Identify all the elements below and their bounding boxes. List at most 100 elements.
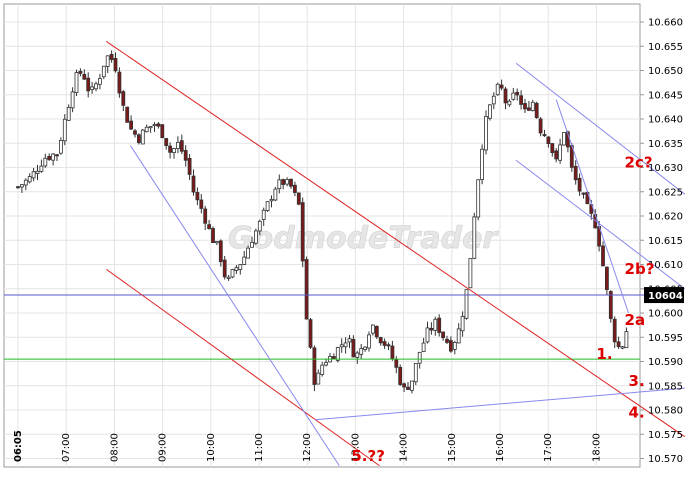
candle-body (487, 104, 492, 119)
candle-body (351, 339, 356, 358)
candle-body (172, 148, 176, 154)
candle-body (558, 144, 562, 161)
y-tick-label: 10.630 (648, 163, 683, 174)
candle-body (495, 83, 500, 96)
x-tick-label: 16:00 (495, 433, 506, 462)
x-tick-label: 10:00 (206, 433, 217, 462)
candle-body (285, 179, 290, 185)
candle-body (581, 192, 586, 195)
candle-body (164, 138, 169, 146)
candle-body (16, 186, 20, 189)
candle-body (316, 372, 321, 385)
candle-body (429, 327, 434, 331)
candle-body (117, 71, 122, 94)
candle-body (207, 224, 212, 229)
candle-body (573, 165, 578, 181)
candle-body (511, 92, 516, 100)
annotation-label: 1. (596, 345, 612, 363)
candle-body (374, 325, 379, 338)
candle-body (331, 356, 336, 360)
candle-body (175, 142, 180, 149)
x-tick-label: 07:00 (61, 433, 72, 462)
trendline (106, 268, 380, 467)
candle-body (406, 386, 410, 390)
candle-body (367, 334, 371, 349)
x-tick-label: 18:00 (591, 433, 602, 462)
candle-body (62, 118, 67, 142)
candle-body (105, 55, 110, 67)
candle-body (550, 143, 555, 154)
candle-body (242, 256, 247, 265)
candle-body (35, 170, 40, 174)
y-tick-label: 10.620 (648, 212, 683, 223)
candle-body (179, 140, 184, 152)
candle-body (503, 88, 508, 104)
y-tick-label: 10.615 (648, 236, 683, 247)
candle-body (168, 145, 173, 153)
candle-body (94, 83, 98, 90)
x-tick-label: 14:00 (399, 433, 410, 462)
candle-body (472, 216, 477, 259)
candle-body (74, 72, 79, 94)
candle-body (253, 230, 258, 244)
candle-body (300, 202, 305, 262)
y-tick-label: 10.580 (648, 406, 683, 417)
candles (16, 50, 629, 394)
candle-body (55, 154, 59, 157)
trendline (315, 387, 685, 421)
annotation-label: 4. (629, 403, 645, 421)
candle-body (445, 338, 449, 343)
candle-body (125, 106, 130, 123)
candle-body (335, 347, 340, 361)
candle-body (324, 362, 329, 366)
candle-body (417, 351, 422, 364)
candle-body (86, 77, 91, 92)
candle-body (448, 340, 453, 352)
candle-body (608, 291, 613, 319)
candle-body (355, 352, 360, 358)
candle-body (246, 247, 251, 259)
y-tick-label: 10.585 (648, 381, 683, 392)
candle-body (136, 134, 141, 143)
candle-body (476, 179, 481, 218)
candle-body (464, 289, 469, 319)
candle-body (27, 176, 32, 183)
candle-body (308, 319, 313, 348)
current-price-marker: 10604 (644, 287, 684, 304)
candle-body (347, 338, 352, 343)
candle-body (359, 348, 364, 355)
candle-body (304, 259, 309, 320)
candle-body (624, 331, 629, 349)
x-tick-label: 13:00 (350, 433, 361, 462)
y-tick-label: 10.625 (648, 187, 683, 198)
y-tick-label: 10.570 (648, 454, 683, 465)
trendline (515, 62, 686, 195)
current-price-label: 10604 (648, 291, 683, 302)
candle-body (269, 199, 274, 202)
candle-body (527, 107, 531, 111)
candle-body (433, 318, 438, 331)
candle-body (616, 341, 621, 348)
candle-body (484, 116, 488, 151)
candle-body (234, 267, 239, 271)
candle-body (70, 91, 75, 109)
candle-body (390, 345, 395, 360)
candle-body (277, 179, 282, 190)
candle-body (199, 199, 204, 209)
candle-body (144, 126, 149, 133)
candle-body (577, 177, 582, 192)
candle-body (542, 134, 547, 137)
candle-body (140, 129, 145, 145)
candle-body (491, 95, 496, 105)
annotation-label: 2a (625, 311, 646, 329)
candle-body (382, 341, 387, 346)
annotation-label: 3. (629, 372, 645, 390)
candle-body (519, 95, 523, 105)
y-tick-label: 10.575 (648, 430, 683, 441)
candle-body (66, 107, 71, 121)
x-axis: 06:05 07:00 08:00 09:00 10:00 11:00 12:00 13:00… (13, 430, 602, 462)
candle-body (19, 184, 24, 188)
candle-body (211, 228, 215, 243)
candle-body (222, 259, 227, 278)
trendlines (106, 40, 686, 467)
